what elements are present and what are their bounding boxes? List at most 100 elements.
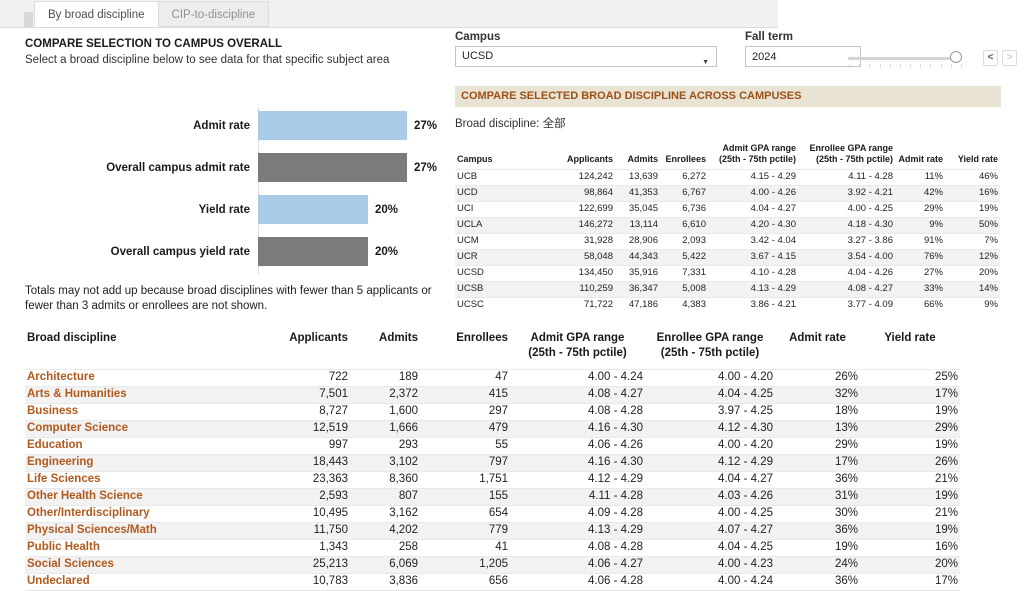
campus-data-cell: 124,242: [578, 170, 613, 182]
campus-data-cell: 4.18 - 4.30: [847, 218, 893, 230]
campus-data-cell: 5,422: [682, 250, 706, 262]
campus-data-cell: 33%: [923, 282, 943, 294]
discipline-name-link[interactable]: Life Sciences: [27, 472, 101, 485]
discipline-row[interactable]: Public Health 1,343 258 41 4.08 - 4.28 4.04 -…: [25, 538, 960, 556]
bar[interactable]: [258, 237, 368, 266]
chart-row: Overall campus admit rate 27%: [25, 153, 437, 182]
campus-data-cell: 3.27 - 3.86: [847, 234, 893, 246]
slider-tick: [930, 64, 932, 68]
discipline-name-link[interactable]: Other Health Science: [27, 489, 143, 502]
discipline-data-cell: 55: [495, 438, 508, 451]
discipline-row[interactable]: Business 8,727 1,600 297 4.08 - 4.28 3.97 - 4…: [25, 402, 960, 420]
slider-tick: [910, 64, 912, 68]
discipline-row[interactable]: Physical Sciences/Math 11,750 4,202 779 4.13…: [25, 521, 960, 539]
campus-name-cell: UCD: [457, 186, 478, 198]
discipline-row[interactable]: Other/Interdisciplinary 10,495 3,162 654 4.0…: [25, 504, 960, 522]
slider-tick: [940, 64, 942, 68]
campus-row: UCI 122,699 35,045 6,736 4.04 - 4.27 4.00 - 4…: [455, 200, 1000, 217]
prev-term-button[interactable]: <: [983, 50, 998, 66]
column-header: Broad discipline: [27, 332, 117, 344]
chart-axis-line: [258, 109, 259, 273]
column-header: Enrollee GPA range (25th - 75th pctile): [656, 332, 764, 359]
totals-footnote: Totals may not add up because broad disc…: [25, 285, 432, 313]
discipline-data-cell: 4.04 - 4.25: [718, 387, 773, 400]
tabs-wrap: By broad discipline CIP-to-discipline: [34, 0, 270, 27]
discipline-data-cell: 155: [488, 489, 508, 502]
discipline-row[interactable]: Computer Science 12,519 1,666 479 4.16 - 4.3…: [25, 419, 960, 437]
discipline-data-cell: 17%: [934, 387, 958, 400]
discipline-name-link[interactable]: Education: [27, 438, 83, 451]
discipline-name-link[interactable]: Business: [27, 404, 79, 417]
discipline-name-link[interactable]: Architecture: [27, 370, 95, 383]
campus-data-cell: 47,186: [628, 298, 658, 310]
discipline-row[interactable]: Arts & Humanities 7,501 2,372 415 4.08 - 4.2…: [25, 385, 960, 403]
fall-term-input[interactable]: [745, 46, 861, 67]
discipline-name-link[interactable]: Public Health: [27, 540, 100, 553]
discipline-row[interactable]: Social Sciences 25,213 6,069 1,205 4.06 - 4.…: [25, 555, 960, 573]
discipline-data-cell: 258: [398, 540, 418, 553]
bar[interactable]: [258, 111, 407, 140]
campus-data-cell: 7%: [984, 234, 998, 246]
bar[interactable]: [258, 195, 368, 224]
discipline-row[interactable]: Other Health Science 2,593 807 155 4.11 - 4.…: [25, 487, 960, 505]
campus-dropdown[interactable]: UCSD ▼: [455, 46, 717, 67]
column-header: Yield rate: [884, 332, 936, 344]
tab-cip-to-discipline[interactable]: CIP-to-discipline: [158, 1, 270, 27]
discipline-row[interactable]: Life Sciences 23,363 8,360 1,751 4.12 - 4.29…: [25, 470, 960, 488]
campus-name-cell: UCSB: [457, 282, 484, 294]
campus-data-cell: 13,639: [628, 170, 658, 182]
campus-name-cell: UCLA: [457, 218, 483, 230]
campus-data-cell: 4.08 - 4.27: [847, 282, 893, 294]
discipline-data-cell: 30%: [834, 506, 858, 519]
discipline-row[interactable]: Architecture 722 189 47 4.00 - 4.24 4.00 - 4.…: [25, 368, 960, 386]
discipline-row[interactable]: Engineering 18,443 3,102 797 4.16 - 4.30 4.12…: [25, 453, 960, 471]
discipline-name-link[interactable]: Physical Sciences/Math: [27, 523, 157, 536]
campus-data-cell: 71,722: [583, 298, 613, 310]
discipline-name-link[interactable]: Computer Science: [27, 421, 128, 434]
discipline-data-cell: 25,213: [312, 557, 348, 570]
discipline-data-cell: 19%: [934, 523, 958, 536]
campus-name-cell: UCSD: [457, 266, 484, 278]
discipline-name-link[interactable]: Engineering: [27, 455, 94, 468]
campus-data-cell: 4.00 - 4.25: [847, 202, 893, 214]
bar-value-label: 20%: [375, 245, 399, 258]
campus-comparison-table: Campus Applicants Admits Enrollees Admit GPA…: [455, 143, 1000, 313]
discipline-name-link[interactable]: Arts & Humanities: [27, 387, 127, 400]
campus-data-cell: 4,383: [682, 298, 706, 310]
discipline-data-cell: 1,205: [479, 557, 508, 570]
discipline-name-link[interactable]: Social Sciences: [27, 557, 114, 570]
column-header: Admit rate: [898, 154, 943, 165]
discipline-data-cell: 3,162: [389, 506, 418, 519]
discipline-data-cell: 4.04 - 4.27: [718, 472, 773, 485]
slider-tick: [869, 64, 871, 68]
campus-data-cell: 14%: [978, 282, 998, 294]
fall-term-slider-track[interactable]: [848, 57, 962, 60]
bar[interactable]: [258, 153, 407, 182]
column-header: Applicants: [566, 154, 613, 165]
discipline-data-cell: 31%: [834, 489, 858, 502]
compare-campuses-banner: COMPARE SELECTED BROAD DISCIPLINE ACROSS…: [455, 86, 1001, 107]
campus-data-cell: 4.15 - 4.29: [750, 170, 796, 182]
slider-tick: [920, 64, 922, 68]
column-header: Enrollee GPA range (25th - 75th pctile): [809, 143, 893, 165]
discipline-name-link[interactable]: Undeclared: [27, 574, 90, 587]
discipline-data-cell: 4.00 - 4.20: [718, 438, 773, 451]
discipline-name-link[interactable]: Other/Interdisciplinary: [27, 506, 150, 519]
discipline-data-cell: 807: [398, 489, 418, 502]
chart-row: Overall campus yield rate 20%: [25, 237, 437, 266]
next-term-button[interactable]: >: [1002, 50, 1017, 66]
discipline-data-cell: 779: [488, 523, 508, 536]
tab-by-broad-discipline[interactable]: By broad discipline: [34, 1, 159, 27]
discipline-data-cell: 47: [495, 370, 508, 383]
campus-row: UCLA 146,272 13,114 6,610 4.20 - 4.30 4.18 - …: [455, 216, 1000, 233]
fall-term-slider-handle[interactable]: [950, 51, 962, 63]
discipline-data-cell: 16%: [934, 540, 958, 553]
campus-data-cell: 41,353: [628, 186, 658, 198]
discipline-data-cell: 4.09 - 4.28: [588, 506, 643, 519]
slider-tick: [899, 64, 901, 68]
column-header: Admit rate: [789, 332, 846, 344]
discipline-data-cell: 19%: [934, 438, 958, 451]
discipline-row[interactable]: Undeclared 10,783 3,836 656 4.06 - 4.28 4.00 …: [25, 572, 960, 591]
discipline-row[interactable]: Education 997 293 55 4.06 - 4.26 4.00 - 4.20 2…: [25, 436, 960, 454]
discipline-data-cell: 4.00 - 4.24: [588, 370, 643, 383]
